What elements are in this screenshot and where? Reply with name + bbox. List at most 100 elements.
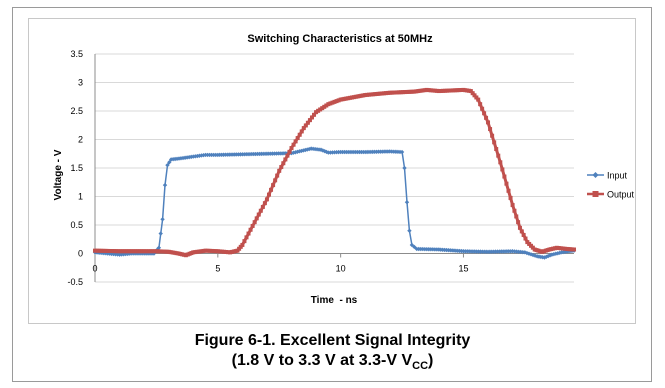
output-point [320,106,325,111]
input-point [167,160,172,165]
output-point [148,249,153,254]
output-point [521,232,526,237]
output-point [488,127,493,132]
output-point [316,108,321,113]
output-point [299,129,304,134]
output-point [424,87,429,92]
output-point [326,102,331,107]
output-point [502,174,507,179]
output-point [451,88,456,93]
output-point [508,195,513,200]
output-point [457,88,462,93]
output-point [146,249,151,254]
output-point [158,249,163,254]
output-point [281,161,286,166]
input-point [160,217,165,222]
output-point [152,249,157,254]
output-point [142,249,147,254]
output-point [484,115,489,120]
output-point [519,229,524,234]
legend-label: Input [607,171,628,181]
output-point [207,248,212,253]
output-point [297,132,302,137]
output-point [474,95,479,100]
output-point [494,147,499,151]
output-point [240,242,245,247]
output-point [478,102,483,107]
output-point [275,173,280,178]
output-point [512,208,517,213]
output-point [271,183,276,188]
output-point [314,110,319,115]
x-tick-label: 0 [92,264,97,274]
input-point [322,148,327,154]
output-point [414,89,419,94]
legend-swatch-marker [592,191,599,197]
output-point [201,248,206,253]
output-point [324,103,329,108]
chart-title: Switching Characteristics at 50MHz [247,33,433,45]
output-point [279,165,284,170]
output-point [436,89,441,94]
output-point [572,247,576,252]
input-point [158,231,163,236]
input-point [553,251,559,256]
input-point [546,253,551,259]
output-point [289,146,294,151]
x-tick-label: 10 [336,264,346,274]
output-point [449,88,454,93]
output-point [412,89,417,94]
output-point [197,249,202,254]
output-point [504,181,509,186]
y-tick-label: 1.5 [70,163,83,173]
output-point [330,100,335,105]
output-point [219,249,224,254]
output-point [328,101,333,106]
input-point [402,165,407,171]
output-point [164,249,169,254]
output-point [211,249,216,254]
output-point [307,118,312,123]
output-point [498,160,503,165]
output-point [336,98,341,103]
output-point [312,112,317,117]
output-point [447,88,452,93]
y-tick-label: -0.5 [67,277,83,287]
output-point [432,88,437,93]
input-point [544,254,549,259]
output-point [224,249,229,254]
y-tick-label: 3 [78,78,83,88]
output-point [420,88,425,93]
output-point [318,107,323,112]
output-point [470,91,475,96]
output-point [154,249,159,254]
input-point [510,249,515,254]
legend-item-input: Input [587,171,628,181]
output-point [144,249,149,254]
output-point [422,88,427,93]
x-tick-label: 5 [215,264,220,274]
output-point [287,149,292,154]
input-point [559,250,564,255]
output-point [260,204,265,209]
input-point [409,242,415,248]
output-point [213,249,218,254]
input-point [105,251,110,256]
output-point [242,239,247,244]
output-point [269,187,274,192]
output-point [332,99,337,104]
output-point [266,192,271,197]
output-point [283,157,288,162]
legend-swatch-marker [592,172,599,178]
output-point [453,88,458,93]
input-point [165,162,170,168]
y-tick-label: 2.5 [70,106,83,116]
y-axis-label: Voltage - V [53,149,64,200]
output-point [468,89,473,94]
output-point [209,248,214,253]
input-series [92,146,577,260]
input-point [532,253,538,258]
output-point [490,133,495,138]
output-point [273,178,278,183]
